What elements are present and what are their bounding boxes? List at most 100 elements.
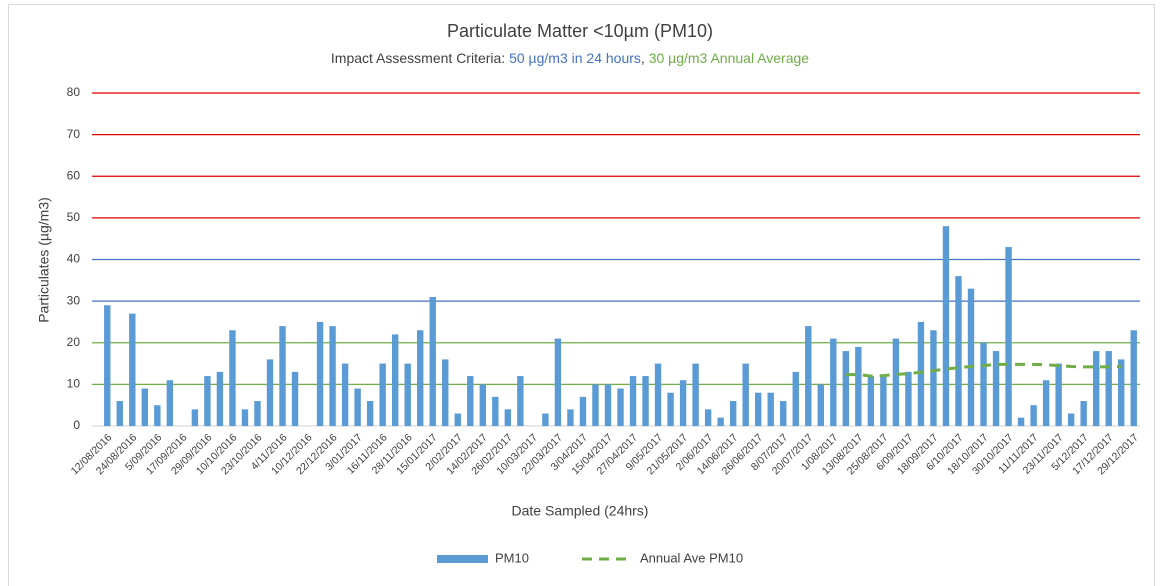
bar <box>667 392 674 426</box>
bar <box>116 401 123 426</box>
chart-title: Particulate Matter <10µm (PM10) <box>447 21 713 41</box>
bar <box>692 363 699 426</box>
bar <box>967 288 975 426</box>
bar <box>1092 351 1100 426</box>
bar <box>892 338 900 426</box>
y-tick-label: 40 <box>67 252 81 266</box>
bar <box>554 338 562 426</box>
bar <box>1042 380 1050 426</box>
bar <box>654 363 662 426</box>
bar <box>579 396 587 426</box>
bar <box>754 392 762 426</box>
bar <box>1005 247 1012 426</box>
bar <box>717 417 724 426</box>
bar <box>842 351 850 426</box>
bar <box>617 388 624 426</box>
bar <box>542 413 549 426</box>
bar <box>354 388 361 426</box>
bar <box>1030 405 1037 426</box>
bar <box>504 409 512 426</box>
bar <box>1017 417 1025 426</box>
bar <box>517 376 524 426</box>
subtitle-part: 50 µg/m3 in 24 hours <box>509 50 641 66</box>
bar <box>329 326 336 426</box>
bar <box>704 409 712 426</box>
bar <box>992 351 1000 426</box>
bar <box>1080 401 1087 426</box>
bar <box>429 296 436 426</box>
bar <box>479 384 487 426</box>
bar <box>366 401 374 426</box>
bar <box>780 401 787 426</box>
bar <box>942 226 950 426</box>
legend-swatch <box>437 555 488 563</box>
x-axis-title: Date Sampled (24hrs) <box>512 503 649 519</box>
bar <box>792 371 799 426</box>
bar <box>642 376 649 426</box>
bar <box>817 384 824 426</box>
chart-frame <box>8 4 1155 586</box>
bar <box>930 330 937 426</box>
y-tick-label: 80 <box>67 85 81 99</box>
bar <box>241 409 249 426</box>
bar <box>154 405 161 426</box>
bar <box>417 330 424 426</box>
bar <box>141 388 149 426</box>
bar <box>830 338 837 426</box>
bar <box>855 346 862 426</box>
y-tick-label: 10 <box>67 377 81 391</box>
line <box>845 362 1122 378</box>
bar <box>492 396 499 426</box>
bar <box>1055 363 1062 426</box>
bar <box>567 409 574 426</box>
bar <box>391 334 399 426</box>
bar <box>767 392 774 426</box>
bar <box>467 376 474 426</box>
bar <box>1067 413 1075 426</box>
legend-label: PM10 <box>495 550 529 565</box>
y-tick-label: 30 <box>67 293 81 307</box>
bar <box>980 342 987 426</box>
subtitle-part: Impact Assessment Criteria: <box>331 50 509 66</box>
legend-label: Annual Ave PM10 <box>640 550 743 565</box>
bar <box>341 363 349 426</box>
bar <box>454 413 461 426</box>
bar <box>729 401 737 426</box>
bar <box>629 376 637 426</box>
bar <box>291 371 299 426</box>
bar <box>316 321 324 426</box>
bar <box>1105 351 1112 426</box>
bar <box>204 376 211 426</box>
subtitle-part: 30 µg/m3 Annual Average <box>649 50 810 66</box>
bar <box>592 384 599 426</box>
bar <box>254 401 261 426</box>
y-tick-label: 60 <box>67 168 81 182</box>
bar <box>905 371 912 426</box>
y-tick-label: 20 <box>67 335 81 349</box>
bar <box>404 363 411 426</box>
bar <box>216 371 224 426</box>
bar <box>880 376 887 426</box>
bar <box>742 363 749 426</box>
bar <box>379 363 386 426</box>
bar <box>266 359 274 426</box>
y-tick-label: 50 <box>67 210 81 224</box>
bar <box>166 380 174 426</box>
bar <box>1118 359 1125 426</box>
bar <box>867 376 875 426</box>
y-axis-title: Particulates (µg/m3) <box>36 197 52 323</box>
y-tick-label: 70 <box>67 127 81 141</box>
bar <box>229 330 236 426</box>
bar <box>955 276 962 426</box>
bar <box>279 326 286 426</box>
bar <box>917 321 925 426</box>
y-tick-label: 0 <box>73 418 80 432</box>
bar <box>104 305 111 426</box>
bar <box>679 380 687 426</box>
bar <box>442 359 449 426</box>
bar <box>1130 330 1137 426</box>
subtitle-part: , <box>641 50 649 66</box>
bar <box>805 326 812 426</box>
bar <box>129 313 136 426</box>
